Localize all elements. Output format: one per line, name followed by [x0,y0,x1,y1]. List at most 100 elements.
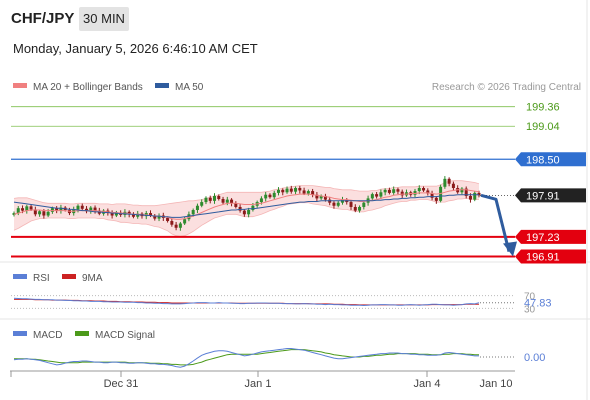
candle [238,204,242,213]
rsi-ma-legend-swatch [62,274,76,279]
candle [281,188,285,196]
x-tick-label: Jan 10 [479,378,512,390]
level-label-198-50: 198.50 [526,154,560,166]
candle [473,191,477,202]
candle-body [76,205,80,210]
rsi-level-label-30: 30 [524,304,536,315]
copyright-credit: Research © 2026 Trading Central [432,82,581,93]
candle-body [358,206,362,211]
candle [460,187,464,195]
candle [349,199,353,210]
candle-body [285,188,289,193]
ma20-legend-swatch [13,83,27,88]
candle [362,200,366,210]
candle-body [319,195,323,199]
candle [426,188,430,196]
candle-body [375,194,379,197]
candle [221,196,225,205]
candle-body [191,210,195,215]
candle-body [213,195,217,201]
candle [383,188,387,196]
candle-body [25,206,29,211]
candle-body [413,191,417,195]
candle [392,186,396,195]
candle [200,199,204,208]
candle-body [225,199,229,203]
candle-body [93,207,97,211]
candle [289,185,293,194]
macd-signal-line [14,349,479,366]
candle-body [400,191,404,196]
candle [332,201,336,209]
candle-body [238,206,242,211]
level-tag-197-23 [515,229,586,244]
candle-body [460,188,464,193]
candle [85,206,89,214]
candle [387,187,391,195]
candle-body [272,192,276,198]
candle-body [276,189,280,193]
macd-legend-swatch [13,331,27,336]
rsi-legend: RSI 9MA [13,273,103,284]
candle-body [204,197,208,203]
candle-body [426,190,430,194]
candle-body [16,208,20,214]
candle [375,191,379,199]
candle-body [21,208,25,211]
candle-body [464,188,468,196]
rsi-ma-legend-label: 9MA [82,273,103,284]
candle-body [38,211,42,215]
forecast-arrow-path [480,193,511,252]
price-legend: MA 20 + Bollinger Bands MA 50 Research ©… [13,82,581,93]
candle [208,195,212,204]
candle [319,194,323,200]
rsi-level-label-70: 70 [524,292,536,303]
candle-body [349,202,353,207]
level-label-199-04: 199.04 [526,121,560,133]
currency-pair-title: CHF/JPY [11,10,75,27]
candle-body [178,223,182,228]
candle-body [50,208,54,212]
candle-body [89,207,93,212]
ma50-legend-label: MA 50 [175,82,204,93]
bollinger-lower [13,197,479,237]
candle-body [302,190,306,194]
candle-body [46,211,50,216]
candle [315,191,319,202]
timeframe-badge[interactable]: 30 MIN [79,7,129,31]
candle [110,210,114,219]
candle-body [251,205,255,211]
candle-body [149,213,153,216]
candle [234,201,238,209]
candle [195,203,199,214]
candle-body [85,208,89,212]
candle [396,187,400,195]
level-tag-197-91 [515,188,586,203]
x-tick-label: Dec 31 [104,378,139,390]
candle-body [422,188,426,191]
candle-body [268,194,272,198]
candle-body [417,188,421,192]
moving-averages [13,189,480,220]
candle [157,213,161,222]
bollinger-band [13,180,480,237]
candle [114,210,118,218]
candle-body [29,206,33,210]
candle [38,209,42,217]
ma50-line [13,194,479,218]
candle [217,194,221,201]
candle-body [332,202,336,206]
candle-body [383,189,387,193]
candle-body [311,191,315,195]
candle-body [264,194,268,199]
candle-body [183,219,187,224]
candle-body [294,188,298,192]
x-axis-ticks: Dec 31 Jan 1 Jan 4 Jan 10 [10,371,513,390]
candle-body [221,199,225,203]
macd-legend-label: MACD [33,330,62,341]
forecast-arrow-head [503,241,517,257]
candle [443,176,447,189]
candle [268,193,272,199]
